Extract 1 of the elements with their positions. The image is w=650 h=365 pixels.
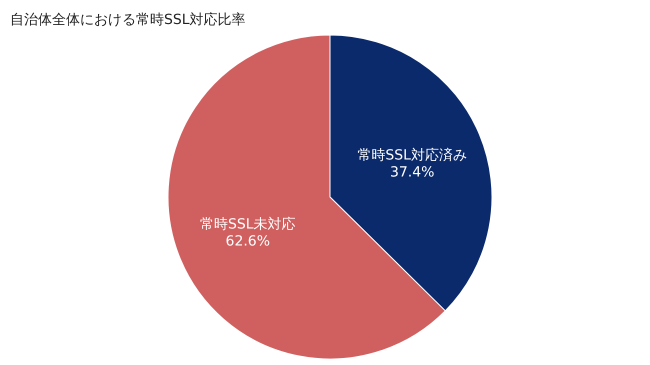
title: 自治体全体における常時SSL対応比率 xyxy=(10,12,246,28)
